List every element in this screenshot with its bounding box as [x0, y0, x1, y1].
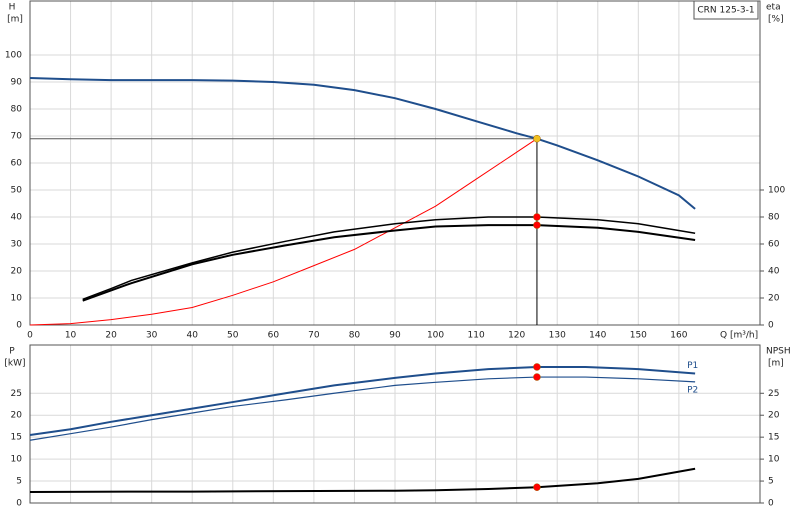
x-tick-label: 20 — [105, 331, 117, 341]
y-tick-label: 60 — [11, 159, 23, 169]
x-tick-label: 130 — [549, 331, 566, 341]
y2-axis-label: NPSH — [766, 347, 791, 357]
y-tick-label: 5 — [16, 477, 22, 487]
operating-point — [533, 134, 541, 143]
title-box — [693, 0, 759, 20]
y-tick-label: 0 — [16, 321, 22, 331]
y-tick-label: 20 — [11, 267, 23, 277]
operating-point — [533, 373, 541, 381]
y-tick-label: 10 — [11, 294, 23, 304]
x-tick-label: 50 — [227, 331, 239, 341]
x-tick-label: 90 — [389, 331, 401, 341]
y2-axis-unit: [%] — [768, 15, 784, 25]
series-line — [82, 224, 696, 302]
plot-frame — [29, 0, 761, 326]
operating-point — [533, 213, 541, 221]
y-axis-unit: [m] — [7, 15, 23, 25]
x-tick-label: 10 — [65, 331, 77, 341]
x-tick-label: 160 — [670, 331, 687, 341]
y-tick-label: 80 — [11, 105, 23, 115]
y2-axis-label: eta — [766, 3, 781, 13]
series-line — [29, 376, 696, 441]
y-tick-label: 15 — [11, 433, 22, 443]
x-tick-label: 30 — [146, 331, 158, 341]
x-axis-label: Q [m³/h] — [720, 331, 758, 341]
operating-point — [533, 483, 541, 491]
y2-tick-label: 60 — [768, 240, 780, 250]
y2-tick-label: 10 — [768, 455, 780, 465]
x-tick-label: 120 — [508, 331, 525, 341]
y-tick-label: 50 — [11, 186, 23, 196]
y-axis-unit: [kW] — [4, 359, 25, 369]
y-tick-label: 0 — [16, 499, 22, 509]
y2-tick-label: 0 — [768, 321, 774, 331]
y-tick-label: 10 — [11, 455, 23, 465]
x-tick-label: 40 — [186, 331, 198, 341]
series-line — [82, 216, 696, 301]
y-tick-label: 30 — [11, 240, 23, 250]
series-label: P1 — [687, 361, 698, 371]
x-tick-label: 110 — [468, 331, 485, 341]
x-tick-label: 80 — [349, 331, 361, 341]
x-tick-label: 140 — [589, 331, 606, 341]
series-line — [29, 365, 696, 436]
x-tick-label: 70 — [308, 331, 320, 341]
chart-title: CRN 125-3-1 — [697, 6, 754, 16]
x-tick-label: 100 — [427, 331, 444, 341]
y-tick-label: 20 — [11, 411, 23, 421]
y2-tick-label: 15 — [768, 433, 779, 443]
x-tick-label: 0 — [27, 331, 33, 341]
series-line — [29, 76, 696, 210]
y2-tick-label: 0 — [768, 499, 774, 509]
operating-point — [533, 221, 541, 229]
y2-tick-label: 5 — [768, 477, 774, 487]
y2-tick-label: 100 — [768, 186, 785, 196]
y2-tick-label: 20 — [768, 411, 780, 421]
series-line — [29, 467, 696, 494]
y-tick-label: 90 — [11, 78, 23, 88]
y2-tick-label: 20 — [768, 294, 780, 304]
x-tick-label: 60 — [268, 331, 280, 341]
series-label: P2 — [687, 385, 698, 395]
y-tick-label: 40 — [11, 213, 23, 223]
x-tick-label: 150 — [630, 331, 647, 341]
y-axis-label: H — [9, 3, 16, 13]
y-tick-label: 25 — [11, 389, 22, 399]
y-axis-label: P — [9, 347, 15, 357]
y-tick-label: 70 — [11, 132, 23, 142]
y2-tick-label: 40 — [768, 267, 780, 277]
plot-frame — [29, 344, 761, 504]
y2-tick-label: 25 — [768, 389, 779, 399]
y2-tick-label: 80 — [768, 213, 780, 223]
operating-point — [533, 363, 541, 371]
y2-axis-unit: [m] — [768, 359, 784, 369]
series-line — [29, 138, 538, 326]
y-tick-label: 100 — [5, 51, 22, 61]
